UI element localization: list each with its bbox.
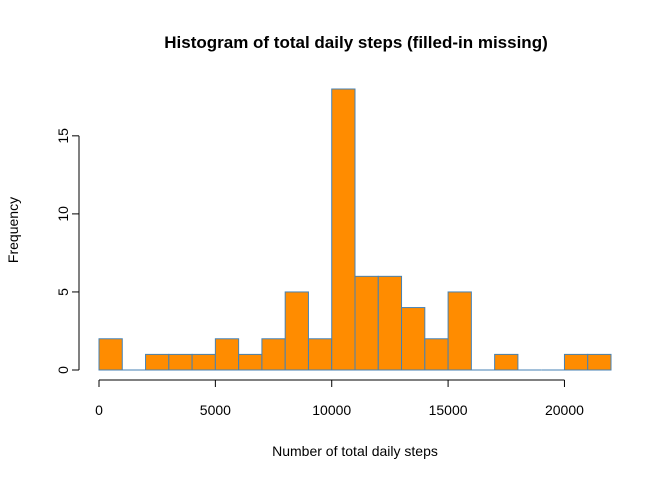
x-axis-label: Number of total daily steps — [272, 443, 438, 459]
x-tick-label-1: 5000 — [200, 402, 231, 418]
histogram-bar-17 — [494, 353, 519, 371]
y-axis: 0 5 10 15 — [55, 128, 80, 374]
y-tick-label-1: 5 — [55, 288, 71, 296]
histogram-bar-11 — [354, 275, 379, 371]
histogram-bar-15 — [447, 291, 472, 371]
y-tick-label-3: 15 — [55, 128, 71, 144]
x-tick-label-3: 15000 — [429, 402, 468, 418]
histogram-bar-6 — [238, 353, 263, 371]
x-tick-label-4: 20000 — [545, 402, 584, 418]
histogram-bars — [98, 88, 612, 371]
histogram-bar-5 — [214, 338, 240, 371]
x-tick-label-2: 10000 — [312, 402, 351, 418]
histogram-bar-20 — [563, 353, 589, 371]
histogram-bar-7 — [261, 338, 286, 371]
histogram-bar-10 — [331, 88, 356, 371]
histogram-bar-2 — [145, 353, 170, 371]
histogram-bar-0 — [98, 338, 123, 371]
histogram-bar-8 — [284, 291, 309, 371]
y-axis-label: Frequency — [5, 197, 21, 263]
y-tick-label-0: 0 — [55, 366, 71, 374]
chart-title: Histogram of total daily steps (filled-i… — [164, 33, 548, 52]
histogram-bar-3 — [168, 353, 193, 371]
histogram-bar-9 — [307, 338, 333, 371]
y-tick-label-2: 10 — [55, 206, 71, 222]
histogram-bar-14 — [424, 338, 449, 371]
histogram-bar-21 — [587, 353, 612, 371]
x-tick-label-0: 0 — [95, 402, 103, 418]
histogram-bar-13 — [401, 307, 426, 371]
x-axis: 0 5000 10000 15000 20000 — [95, 379, 584, 418]
histogram-bar-12 — [377, 275, 403, 371]
histogram-bar-4 — [191, 353, 216, 371]
